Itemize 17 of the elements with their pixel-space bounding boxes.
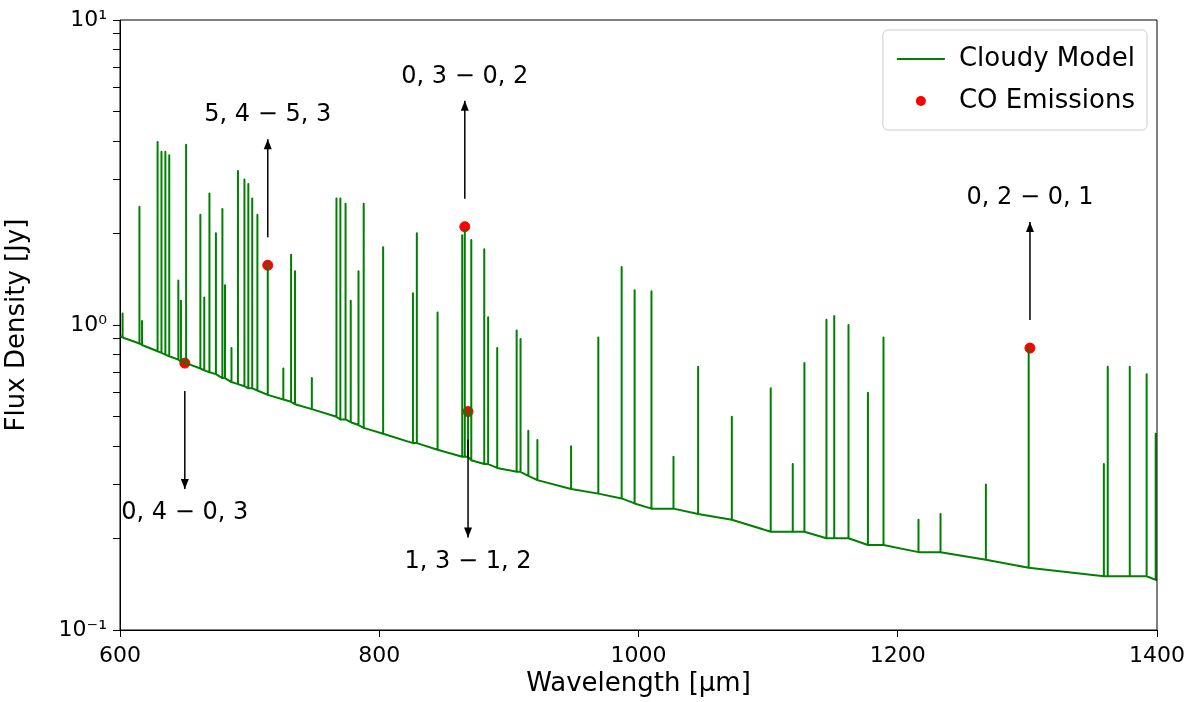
legend-label: CO Emissions	[958, 83, 1135, 114]
annotation: 5, 4 − 5, 3	[204, 99, 332, 128]
annotation: 0, 3 − 0, 2	[401, 60, 529, 89]
annotation: 0, 4 − 0, 3	[121, 497, 249, 526]
y-tick-label: 10⁰	[70, 310, 108, 336]
x-axis-title: Wavelength [μm]	[526, 667, 751, 698]
x-tick-label: 600	[99, 641, 141, 667]
x-tick-label: 1400	[1129, 641, 1185, 667]
annotation: 0, 2 − 0, 1	[966, 182, 1094, 211]
x-tick-label: 1000	[610, 641, 667, 667]
x-tick-label: 1200	[869, 641, 926, 667]
y-axis-title: Flux Density [Jy]	[0, 218, 31, 432]
y-tick-label: 10¹	[70, 5, 107, 31]
x-tick-label: 800	[358, 641, 401, 667]
y-tick-label: 10⁻¹	[58, 615, 107, 641]
annotation: 1, 3 − 1, 2	[404, 545, 532, 574]
legend-label: Cloudy Model	[958, 41, 1135, 72]
